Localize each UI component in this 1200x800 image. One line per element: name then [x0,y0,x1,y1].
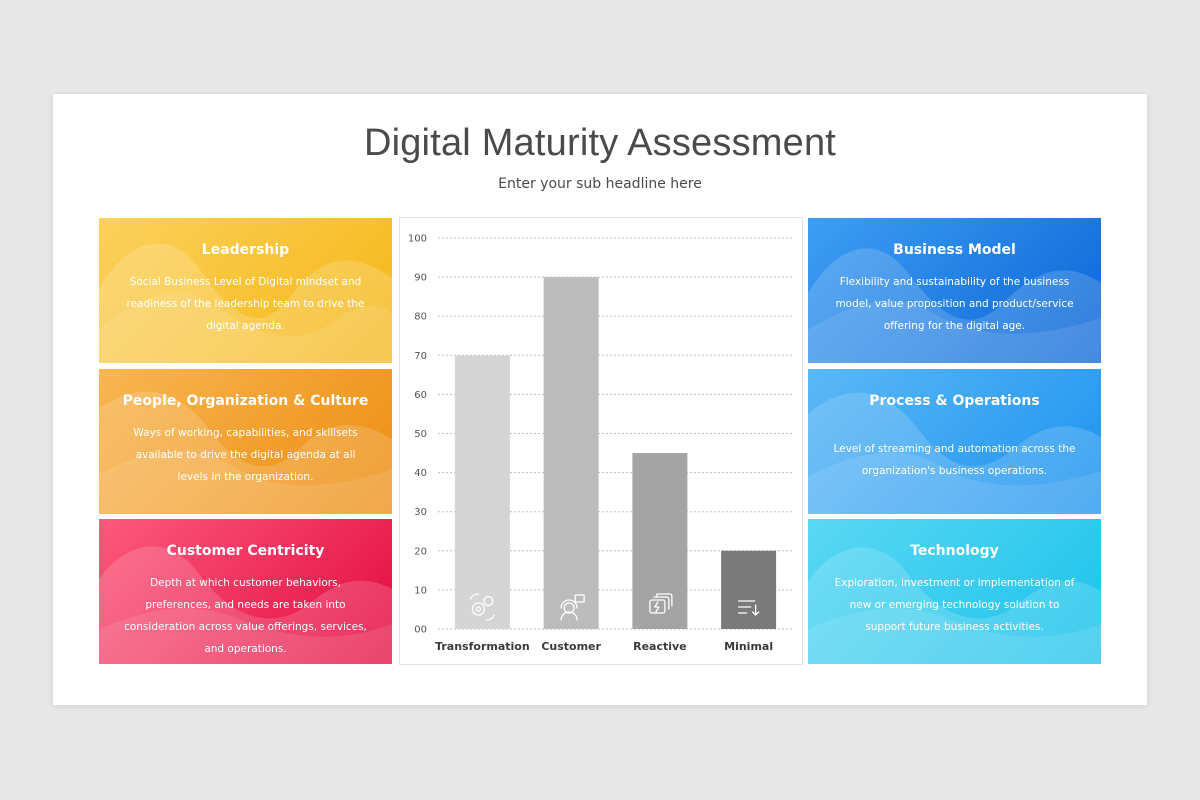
headset-band [560,599,578,609]
card-body: Social Business Level of Digital mindset… [126,276,365,332]
gears-icon [469,593,496,621]
card-title: Leadership [201,242,290,258]
y-tick-label: 60 [414,390,427,401]
customer-support-icon [560,594,585,621]
card-body: Exploration, investment or implementatio… [834,577,1075,633]
y-tick-label: 30 [414,507,427,518]
gear-shape [471,602,486,616]
page-subtitle: Enter your sub headline here [498,176,702,192]
card-title: Customer Centricity [166,543,325,559]
bar-transformation [454,355,510,629]
y-tick-label: 00 [414,625,427,636]
y-tick-label: 90 [414,273,427,284]
card-title: Process & Operations [869,393,1040,409]
list-lines [737,600,756,614]
x-category-label: Transformation [435,640,530,653]
down-arrow [751,604,760,616]
chart-svg: 00 10 20 30 40 50 60 70 80 90 100 Transformation Cus… [408,234,793,653]
wave-decoration [808,392,1101,514]
page-title: Digital Maturity Assessment [363,122,837,164]
wave-decoration [99,546,392,664]
slide: Digital Maturity Assessment Enter your s… [53,94,1147,705]
card-body: Flexibility and sustainability of the bu… [835,276,1074,332]
card-body: Level of streaming and automation across… [833,443,1076,477]
bar-minimal [721,550,777,629]
card-customer-centricity: Customer Centricity Depth at which custo… [99,519,392,664]
head-shape [563,602,575,614]
gear-hub [475,606,482,612]
bubble-back [653,596,670,610]
card-business-model: Business Model Flexibility and sustainab… [808,218,1101,363]
wave-decoration [99,391,392,514]
y-tick-label: 20 [414,546,427,557]
card-leadership: Leadership Social Business Level of Digi… [99,218,392,363]
wave-decoration [808,248,1101,363]
card-title: Technology [910,543,999,559]
wave-decoration [808,547,1101,664]
bolt [654,601,660,613]
y-tick-label: 40 [414,468,427,479]
card-people-organization-culture: People, Organization & Culture Ways of w… [99,369,392,514]
card-title: People, Organization & Culture [122,393,369,409]
bubble-back [656,593,673,607]
gear-shape [483,595,494,607]
wave-decoration [99,243,392,363]
card-body: Ways of working, capabilities, and skill… [133,427,358,483]
arrow-arc [469,593,496,621]
bar-chart: 00 10 20 30 40 50 60 70 80 90 100 Transformation Cus… [399,217,803,665]
bar-reactive [632,453,688,629]
card-body: Depth at which customer behaviors, prefe… [124,577,367,655]
chat-bubbles-icon [649,593,673,614]
card-process-operations: Process & Operations Level of streaming … [808,369,1101,514]
y-tick-label: 50 [414,429,427,440]
x-category-label: Customer [541,640,601,653]
y-tick-label: 100 [408,234,427,245]
speech-bubble [574,594,585,603]
x-category-label: Minimal [724,640,773,653]
shoulders [560,611,578,621]
bar-customer [543,277,599,629]
x-category-label: Reactive [633,640,687,653]
y-tick-label: 70 [414,351,427,362]
card-title: Business Model [893,242,1016,258]
y-tick-label: 80 [414,312,427,323]
bubble [649,599,666,614]
card-technology: Technology Exploration, investment or im… [808,519,1101,664]
sort-list-icon [737,600,760,616]
y-tick-label: 10 [414,585,427,596]
